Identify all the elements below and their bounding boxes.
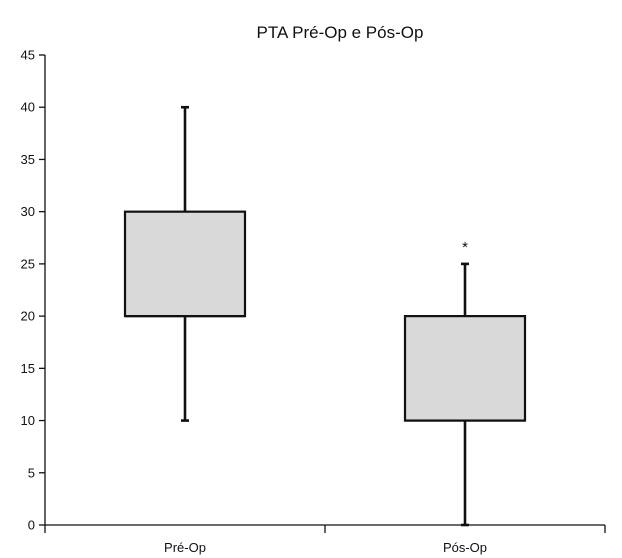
y-tick-label: 20 [21, 309, 35, 324]
y-tick-label: 5 [28, 465, 35, 480]
box-rect [123, 210, 247, 318]
y-tick-label: 35 [21, 152, 35, 167]
y-tick-label: 45 [21, 48, 35, 63]
box-1 [123, 105, 247, 422]
x-category-label: Pós-Op [443, 540, 487, 555]
chart-title: PTA Pré-Op e Pós-Op [257, 23, 424, 42]
y-tick-label: 25 [21, 256, 35, 271]
y-tick-label: 40 [21, 100, 35, 115]
y-tick-label: 15 [21, 361, 35, 376]
box-2: * [403, 239, 527, 527]
axes: 0 5 10 15 20 25 30 35 40 45 Pré-Op Pós-Op [21, 48, 606, 555]
plot-area: * [123, 105, 527, 527]
y-tick-label: 10 [21, 413, 35, 428]
outlier-marker: * [462, 239, 468, 256]
box-rect [403, 315, 527, 422]
y-tick-label: 30 [21, 204, 35, 219]
x-category-label: Pré-Op [164, 540, 206, 555]
y-tick-label: 0 [28, 518, 35, 533]
